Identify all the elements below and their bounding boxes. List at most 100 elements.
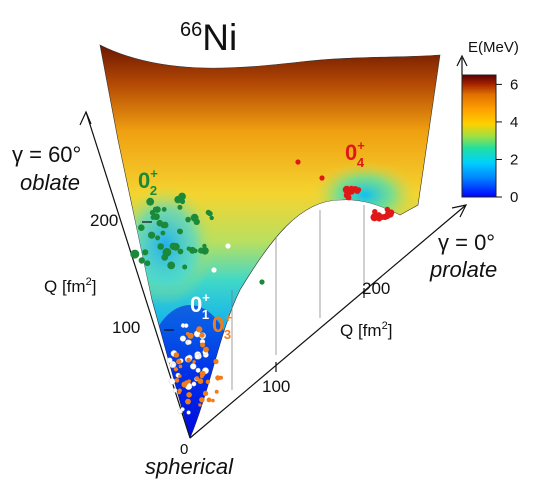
state-point — [142, 249, 149, 256]
state-point — [213, 358, 219, 365]
state-point — [176, 358, 182, 365]
prolate-tick-labels: 100 200 — [262, 279, 390, 396]
state-point — [174, 378, 180, 383]
state-label-4: 0+ 4 — [345, 138, 365, 170]
origin-shape-label: spherical — [145, 454, 234, 479]
state-point — [144, 260, 151, 267]
colorbar: E(MeV) 0 2 4 6 — [456, 39, 519, 206]
oblate-tick-labels: 100 200 — [90, 211, 140, 337]
state-point — [178, 192, 186, 201]
state-point — [162, 247, 172, 257]
state-point — [203, 346, 209, 353]
state-point — [189, 363, 197, 370]
state-point — [200, 342, 206, 348]
colorbar-tick-6: 6 — [510, 76, 518, 93]
state-point — [173, 352, 180, 358]
prolate-q-label: Q [fm2] — [340, 320, 392, 340]
state-point — [177, 248, 184, 255]
state-point — [178, 364, 183, 369]
colorbar-tick-2: 2 — [510, 151, 518, 168]
state-label-3: 0+ 3 — [212, 310, 232, 342]
state-point — [182, 264, 188, 270]
state-point — [155, 235, 161, 241]
state-point — [177, 204, 183, 210]
state-point — [160, 230, 166, 236]
state-point — [385, 209, 393, 218]
state-point — [319, 175, 325, 181]
state-point — [197, 378, 204, 385]
oblate-gamma-label: γ = 60° — [12, 142, 81, 167]
state-point — [179, 335, 187, 342]
title-superscript: 66 — [180, 19, 202, 41]
state-point — [225, 243, 231, 249]
state-points — [130, 159, 395, 415]
state-point — [186, 392, 192, 398]
state-point — [181, 381, 188, 388]
title-text: Ni — [202, 17, 237, 58]
state-point — [154, 206, 161, 213]
colorbar-tick-0: 0 — [510, 189, 518, 206]
state-label-2: 0+ 2 — [138, 166, 158, 198]
state-point — [193, 218, 200, 225]
prolate-tick-200: 200 — [362, 279, 390, 298]
state-point — [146, 197, 155, 206]
state-point — [199, 332, 205, 338]
state-point — [171, 362, 176, 368]
state-point — [199, 397, 205, 403]
state-point — [173, 367, 178, 372]
state-point — [161, 207, 167, 212]
state-point — [150, 214, 156, 220]
chart-title: 66Ni — [180, 17, 237, 58]
state-point — [205, 379, 211, 384]
oblate-q-label: Q [fm2] — [44, 276, 96, 296]
state-point — [202, 243, 207, 249]
state-point — [382, 214, 388, 220]
prolate-q-end: ] — [388, 321, 393, 340]
state-point — [295, 159, 301, 165]
state-point — [209, 215, 214, 221]
state-point — [199, 374, 204, 379]
state-point — [186, 357, 191, 363]
state-point — [177, 390, 181, 395]
oblate-tick-200: 200 — [90, 211, 118, 230]
state-point — [185, 332, 190, 336]
state-point — [202, 390, 209, 397]
origin-tick-label: 0 — [180, 441, 188, 458]
state-point — [259, 279, 265, 285]
state-point — [178, 374, 182, 378]
state-point — [195, 367, 201, 373]
state-point — [191, 381, 197, 387]
prolate-q-main: Q [fm — [340, 321, 382, 340]
state-point — [138, 257, 145, 264]
state-point — [138, 224, 145, 231]
state-point — [215, 375, 221, 381]
state-point — [371, 212, 379, 219]
state-point — [214, 389, 219, 394]
state-point — [347, 187, 356, 195]
state-point — [196, 326, 203, 333]
state-point — [198, 403, 202, 407]
colorbar-gradient — [461, 74, 497, 198]
oblate-q-main: Q [fm — [44, 277, 86, 296]
oblate-q-end: ] — [92, 277, 97, 296]
state-label-1: 0+ 1 — [190, 290, 210, 322]
prolate-tick-100: 100 — [262, 377, 290, 396]
state-point — [192, 360, 196, 364]
colorbar-label: E(MeV) — [468, 39, 519, 56]
state-point — [205, 209, 212, 216]
state-point — [179, 198, 186, 205]
colorbar-tick-4: 4 — [510, 114, 518, 131]
state-point — [149, 209, 156, 216]
state-point — [194, 353, 201, 360]
state-point — [180, 407, 185, 412]
state-point — [185, 398, 191, 405]
state-point — [186, 410, 191, 415]
state-point — [148, 231, 156, 239]
state-point — [177, 228, 184, 235]
state-point — [167, 261, 176, 270]
state-point — [168, 378, 176, 385]
oblate-shape-label: oblate — [20, 170, 80, 195]
prolate-q-sup: 2 — [382, 320, 388, 332]
state-point — [166, 357, 173, 364]
